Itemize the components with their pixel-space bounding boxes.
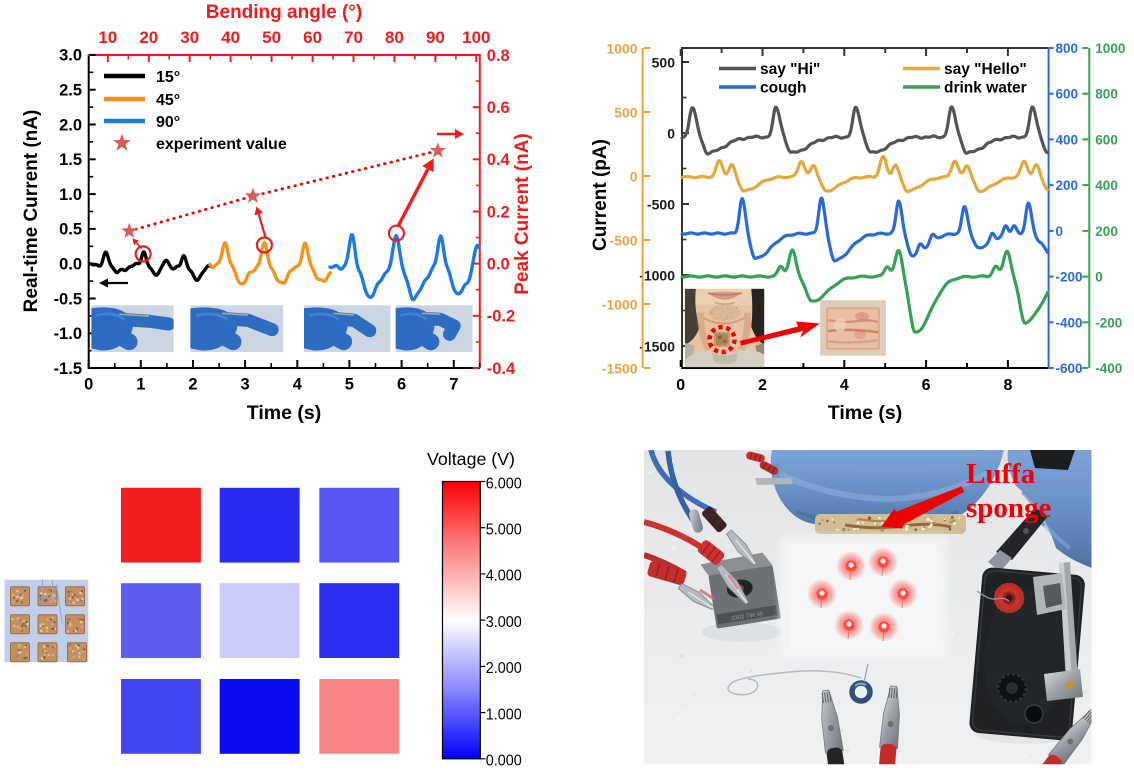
svg-text:0: 0 — [1095, 270, 1103, 285]
svg-text:-200: -200 — [1056, 270, 1083, 285]
svg-text:2.0: 2.0 — [59, 116, 82, 134]
svg-text:0.000: 0.000 — [486, 753, 522, 770]
svg-text:100: 100 — [462, 28, 490, 47]
svg-text:60: 60 — [303, 28, 322, 47]
svg-text:0: 0 — [667, 126, 675, 142]
svg-text:say "Hello": say "Hello" — [944, 61, 1027, 78]
svg-text:drink water: drink water — [944, 80, 1027, 97]
svg-text:70: 70 — [344, 28, 363, 47]
svg-text:10: 10 — [98, 28, 117, 47]
svg-text:-1500: -1500 — [639, 339, 675, 355]
svg-text:1.5: 1.5 — [59, 151, 82, 169]
svg-text:0: 0 — [1056, 224, 1064, 239]
svg-text:-1000: -1000 — [639, 268, 675, 284]
svg-text:200: 200 — [1056, 178, 1079, 193]
svg-text:7: 7 — [449, 376, 458, 394]
svg-text:0: 0 — [84, 376, 93, 394]
svg-text:-0.4: -0.4 — [487, 360, 516, 378]
svg-text:-0.5: -0.5 — [54, 290, 82, 308]
svg-text:800: 800 — [1095, 87, 1118, 102]
svg-text:90°: 90° — [156, 114, 180, 131]
svg-text:2302 7W 40: 2302 7W 40 — [731, 611, 765, 622]
svg-text:4: 4 — [840, 377, 849, 394]
svg-text:-400: -400 — [1056, 315, 1083, 330]
svg-text:3.0: 3.0 — [59, 47, 82, 65]
svg-text:600: 600 — [1095, 132, 1118, 147]
svg-text:5.000: 5.000 — [486, 522, 522, 539]
svg-text:1.0: 1.0 — [59, 186, 82, 204]
svg-text:90: 90 — [426, 28, 445, 47]
svg-text:2.5: 2.5 — [59, 82, 82, 100]
svg-text:-1.5: -1.5 — [54, 360, 82, 378]
svg-text:80: 80 — [385, 28, 404, 47]
svg-text:0.5: 0.5 — [59, 221, 82, 239]
svg-text:0: 0 — [630, 169, 638, 185]
svg-text:Bending angle (°): Bending angle (°) — [206, 2, 362, 23]
svg-text:Time (s): Time (s) — [828, 402, 902, 424]
svg-text:Real-time Current (nA): Real-time Current (nA) — [21, 110, 42, 313]
svg-text:Voltage (V): Voltage (V) — [427, 449, 515, 469]
svg-text:200: 200 — [1095, 224, 1118, 239]
svg-text:sponge: sponge — [966, 492, 1052, 524]
svg-text:Time (s): Time (s) — [247, 402, 321, 424]
svg-text:1: 1 — [136, 376, 145, 394]
svg-text:0.0: 0.0 — [487, 255, 510, 273]
svg-text:20: 20 — [139, 28, 158, 47]
svg-text:say "Hi": say "Hi" — [760, 61, 820, 78]
svg-text:0.0: 0.0 — [59, 256, 82, 274]
svg-text:0: 0 — [676, 377, 685, 394]
svg-text:400: 400 — [1056, 132, 1079, 147]
svg-text:0.4: 0.4 — [487, 151, 511, 169]
svg-text:1000: 1000 — [1095, 41, 1125, 56]
svg-text:2: 2 — [758, 377, 767, 394]
svg-text:Luffa: Luffa — [966, 458, 1036, 490]
svg-text:cough: cough — [760, 80, 807, 97]
svg-text:2: 2 — [188, 376, 197, 394]
svg-text:4: 4 — [293, 376, 303, 394]
svg-text:1.000: 1.000 — [486, 706, 522, 723]
svg-text:-400: -400 — [1095, 361, 1122, 376]
svg-text:-1000: -1000 — [602, 297, 638, 313]
svg-text:30: 30 — [180, 28, 199, 47]
svg-text:800: 800 — [1056, 41, 1079, 56]
svg-text:0.8: 0.8 — [487, 47, 510, 65]
svg-text:600: 600 — [1056, 87, 1079, 102]
svg-text:-500: -500 — [647, 197, 675, 213]
svg-text:500: 500 — [652, 55, 676, 71]
svg-text:-500: -500 — [610, 233, 638, 249]
svg-text:400: 400 — [1095, 178, 1118, 193]
svg-text:8: 8 — [1003, 377, 1012, 394]
svg-text:Current (pA): Current (pA) — [590, 139, 611, 251]
svg-text:Peak Current (nA): Peak Current (nA) — [512, 133, 533, 295]
svg-text:-1500: -1500 — [602, 361, 638, 377]
svg-text:6: 6 — [922, 377, 931, 394]
svg-text:0.6: 0.6 — [487, 99, 510, 117]
svg-text:-200: -200 — [1095, 315, 1122, 330]
svg-text:4.000: 4.000 — [486, 568, 522, 585]
svg-text:50: 50 — [262, 28, 281, 47]
svg-text:40: 40 — [221, 28, 240, 47]
svg-text:5: 5 — [345, 376, 354, 394]
svg-text:-600: -600 — [1056, 361, 1083, 376]
svg-text:45°: 45° — [156, 92, 180, 109]
svg-text:-0.2: -0.2 — [487, 308, 515, 326]
svg-text:-1.0: -1.0 — [54, 325, 82, 343]
svg-text:6.000: 6.000 — [486, 475, 522, 492]
svg-text:1000: 1000 — [606, 41, 637, 57]
svg-text:0.2: 0.2 — [487, 203, 510, 221]
svg-text:6: 6 — [397, 376, 406, 394]
svg-text:15°: 15° — [156, 69, 180, 86]
svg-text:3.000: 3.000 — [486, 614, 522, 631]
svg-text:3: 3 — [241, 376, 250, 394]
svg-text:2.000: 2.000 — [486, 660, 522, 677]
svg-text:experiment value: experiment value — [156, 136, 287, 153]
svg-text:500: 500 — [614, 105, 638, 121]
